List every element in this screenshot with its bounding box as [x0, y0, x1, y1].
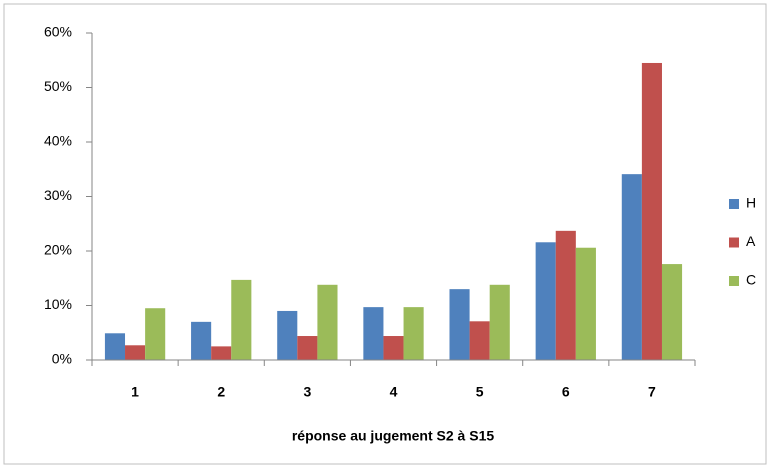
bar	[317, 284, 338, 360]
y-tick-label: 0%	[52, 351, 72, 367]
bar	[449, 289, 470, 360]
bar	[297, 336, 318, 360]
y-tick-label: 60%	[44, 24, 72, 40]
legend-swatch	[729, 237, 739, 248]
bar	[231, 279, 252, 360]
bar	[661, 264, 683, 360]
legend-label: A	[746, 233, 756, 249]
x-tick-label: 2	[217, 384, 225, 400]
bar	[191, 321, 212, 360]
legend-label: H	[746, 195, 756, 211]
bar	[104, 333, 126, 360]
bar	[535, 242, 556, 360]
bar	[621, 174, 642, 360]
y-tick-label: 40%	[44, 133, 72, 149]
y-tick-label: 50%	[44, 78, 72, 94]
x-tick-label: 1	[131, 384, 139, 400]
x-tick-label: 4	[390, 384, 398, 400]
y-tick-label: 30%	[44, 187, 72, 203]
bar	[383, 336, 404, 360]
y-tick-label: 10%	[44, 296, 72, 312]
legend-label: C	[746, 272, 756, 288]
bar	[575, 247, 596, 360]
bar	[469, 321, 490, 360]
bar	[125, 345, 146, 360]
x-tick-label: 6	[562, 384, 570, 400]
bar	[211, 346, 232, 360]
bar	[145, 308, 166, 360]
legend-swatch	[729, 276, 739, 286]
bar	[489, 284, 510, 360]
bar	[555, 230, 576, 360]
bar	[641, 62, 662, 360]
x-tick-label: 5	[476, 384, 484, 400]
bar	[363, 307, 384, 360]
y-tick-label: 20%	[44, 242, 72, 258]
bar	[403, 307, 424, 360]
x-axis-label: réponse au jugement S2 à S15	[292, 428, 495, 444]
x-tick-label: 3	[303, 384, 311, 400]
bar	[277, 310, 298, 360]
legend-swatch	[729, 199, 739, 209]
x-tick-label: 7	[648, 384, 656, 400]
